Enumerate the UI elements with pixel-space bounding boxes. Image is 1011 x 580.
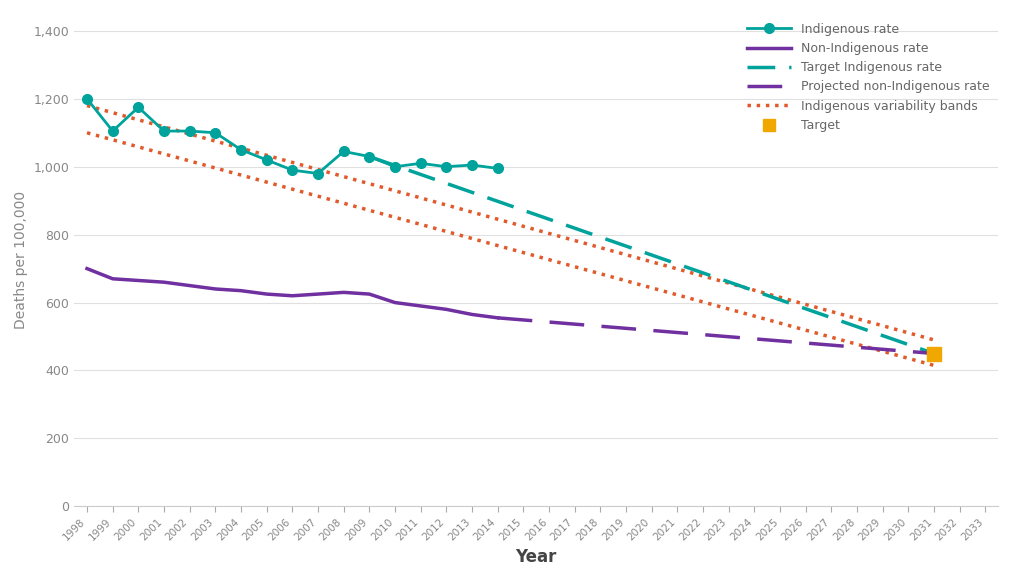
Point [925, 349, 941, 358]
Legend: Indigenous rate, Non-Indigenous rate, Target Indigenous rate, Projected non-Indi: Indigenous rate, Non-Indigenous rate, Ta… [741, 17, 994, 137]
Y-axis label: Deaths per 100,000: Deaths per 100,000 [14, 191, 28, 329]
X-axis label: Year: Year [515, 548, 556, 566]
